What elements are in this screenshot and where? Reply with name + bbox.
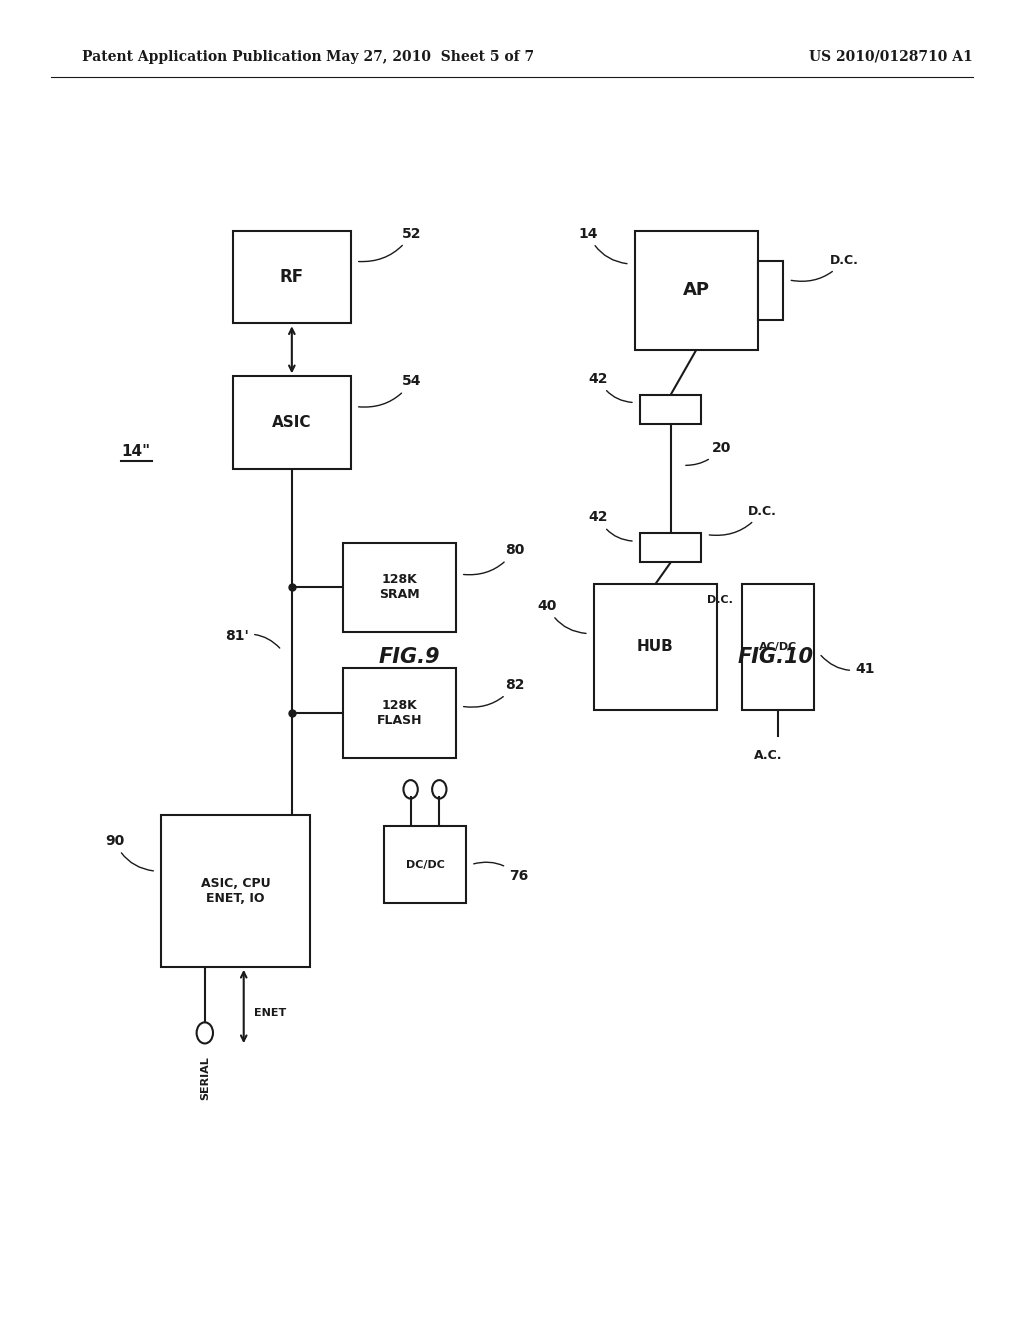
Text: D.C.: D.C. xyxy=(792,253,858,281)
Bar xyxy=(232,231,350,323)
Text: DC/DC: DC/DC xyxy=(406,859,444,870)
Text: 14": 14" xyxy=(121,444,150,459)
Text: 128K
FLASH: 128K FLASH xyxy=(377,698,422,727)
Text: 14: 14 xyxy=(579,227,627,264)
Text: May 27, 2010  Sheet 5 of 7: May 27, 2010 Sheet 5 of 7 xyxy=(326,50,535,63)
Text: 42: 42 xyxy=(589,511,632,541)
Bar xyxy=(343,668,456,758)
Text: 80: 80 xyxy=(464,544,524,574)
Text: ASIC: ASIC xyxy=(272,414,311,430)
Bar xyxy=(640,395,701,424)
Bar xyxy=(162,814,309,966)
Bar xyxy=(232,376,350,469)
Bar xyxy=(758,260,783,319)
Text: 81': 81' xyxy=(225,628,280,648)
Text: 128K
SRAM: 128K SRAM xyxy=(379,573,420,602)
Text: 40: 40 xyxy=(538,599,586,634)
Text: SERIAL: SERIAL xyxy=(200,1056,210,1101)
Text: 54: 54 xyxy=(358,375,422,407)
Bar xyxy=(594,583,717,710)
Text: FIG.9: FIG.9 xyxy=(379,647,440,667)
Text: FIG.10: FIG.10 xyxy=(737,647,813,667)
Bar xyxy=(742,583,814,710)
Text: 41: 41 xyxy=(821,656,874,676)
Text: D.C.: D.C. xyxy=(710,504,776,536)
Text: 90: 90 xyxy=(105,834,154,871)
Text: US 2010/0128710 A1: US 2010/0128710 A1 xyxy=(809,50,973,63)
Text: A.C.: A.C. xyxy=(754,750,782,762)
Text: 42: 42 xyxy=(589,372,632,403)
Bar xyxy=(343,543,456,632)
Text: 52: 52 xyxy=(358,227,422,261)
Text: RF: RF xyxy=(280,268,304,286)
Text: HUB: HUB xyxy=(637,639,674,655)
Bar xyxy=(635,231,758,350)
Bar xyxy=(640,533,701,562)
Text: 76: 76 xyxy=(474,862,528,883)
Text: Patent Application Publication: Patent Application Publication xyxy=(82,50,322,63)
Text: ASIC, CPU
ENET, IO: ASIC, CPU ENET, IO xyxy=(201,876,270,906)
Text: AP: AP xyxy=(683,281,710,300)
Text: 20: 20 xyxy=(686,441,731,466)
Text: 82: 82 xyxy=(464,678,524,708)
Text: D.C.: D.C. xyxy=(707,594,732,605)
Text: AC/DC: AC/DC xyxy=(759,642,798,652)
Bar xyxy=(384,826,466,903)
Text: ENET: ENET xyxy=(254,1008,286,1018)
